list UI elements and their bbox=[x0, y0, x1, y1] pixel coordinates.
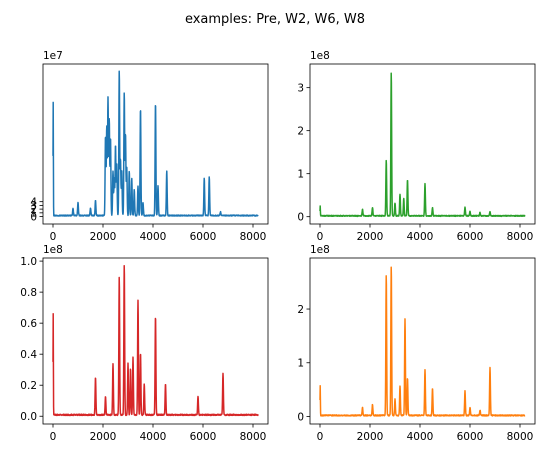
figure-title: examples: Pre, W2, W6, W8 bbox=[185, 12, 365, 27]
y-offset-label: 1e7 bbox=[43, 50, 63, 62]
x-tick-label: 2000 bbox=[90, 431, 117, 443]
x-tick-label: 0 bbox=[317, 431, 324, 443]
series-line bbox=[52, 70, 259, 217]
x-tick-label: 8000 bbox=[240, 431, 267, 443]
x-tick-label: 2000 bbox=[357, 231, 384, 243]
x-tick-label: 2000 bbox=[90, 231, 117, 243]
y-tick-label: 0.6 bbox=[20, 318, 37, 330]
subplot-bottom-right: 0 2000 4000 6000 8000 0 1 2 1e8 bbox=[297, 244, 536, 443]
x-tick-label: 4000 bbox=[407, 231, 434, 243]
y-tick-label: 0.4 bbox=[20, 349, 37, 361]
axes-frame bbox=[42, 63, 269, 225]
y-tick-label: 0.0 bbox=[20, 411, 37, 423]
x-tick-label: 4000 bbox=[140, 231, 167, 243]
y-tick-label: 1 bbox=[297, 358, 304, 370]
series-line bbox=[319, 266, 526, 417]
axes-frame bbox=[42, 257, 269, 425]
x-tick-label: 0 bbox=[317, 231, 324, 243]
x-tick-label: 2000 bbox=[357, 431, 384, 443]
x-tick-label: 8000 bbox=[240, 231, 267, 243]
x-tick-label: 6000 bbox=[190, 431, 217, 443]
series-line bbox=[52, 265, 259, 417]
y-tick-label: 3 bbox=[30, 200, 37, 212]
x-tick-label: 4000 bbox=[407, 431, 434, 443]
x-tick-label: 6000 bbox=[457, 231, 484, 243]
y-tick-label: 3 bbox=[297, 82, 304, 94]
axes-frame bbox=[309, 63, 536, 225]
x-tick-label: 4000 bbox=[140, 431, 167, 443]
y-tick-label: 1 bbox=[30, 208, 37, 220]
x-tick-label: 8000 bbox=[507, 231, 534, 243]
y-tick-label: 2 bbox=[30, 204, 37, 216]
y-tick-label: 0.8 bbox=[20, 287, 37, 299]
x-tick-label: 6000 bbox=[190, 231, 217, 243]
x-tick-label: 8000 bbox=[507, 431, 534, 443]
x-tick-label: 0 bbox=[50, 431, 57, 443]
y-tick-label: 0 bbox=[297, 411, 304, 423]
series-line bbox=[319, 72, 526, 218]
subplot-bottom-left: 0 2000 4000 6000 8000 0.0 0.2 0.4 0.6 0.8 1.0 1e8 bbox=[20, 244, 269, 443]
x-tick-label: 6000 bbox=[457, 431, 484, 443]
y-offset-label: 1e8 bbox=[43, 244, 63, 256]
axes-frame bbox=[309, 257, 536, 425]
y-offset-label: 1e8 bbox=[310, 244, 330, 256]
y-tick-label: 2 bbox=[297, 304, 304, 316]
y-tick-label: 0 bbox=[30, 211, 37, 223]
y-tick-label: 1 bbox=[297, 168, 304, 180]
x-tick-label: 0 bbox=[50, 231, 57, 243]
y-tick-label: 0 bbox=[297, 211, 304, 223]
y-offset-label: 1e8 bbox=[310, 50, 330, 62]
subplot-top-right: 0 2000 4000 6000 8000 0 1 2 3 1e8 bbox=[297, 50, 536, 243]
y-tick-label: 0.2 bbox=[20, 380, 37, 392]
y-tick-label: 4 bbox=[30, 196, 37, 208]
y-tick-label: 1.0 bbox=[20, 256, 37, 268]
y-tick-label: 2 bbox=[297, 125, 304, 137]
